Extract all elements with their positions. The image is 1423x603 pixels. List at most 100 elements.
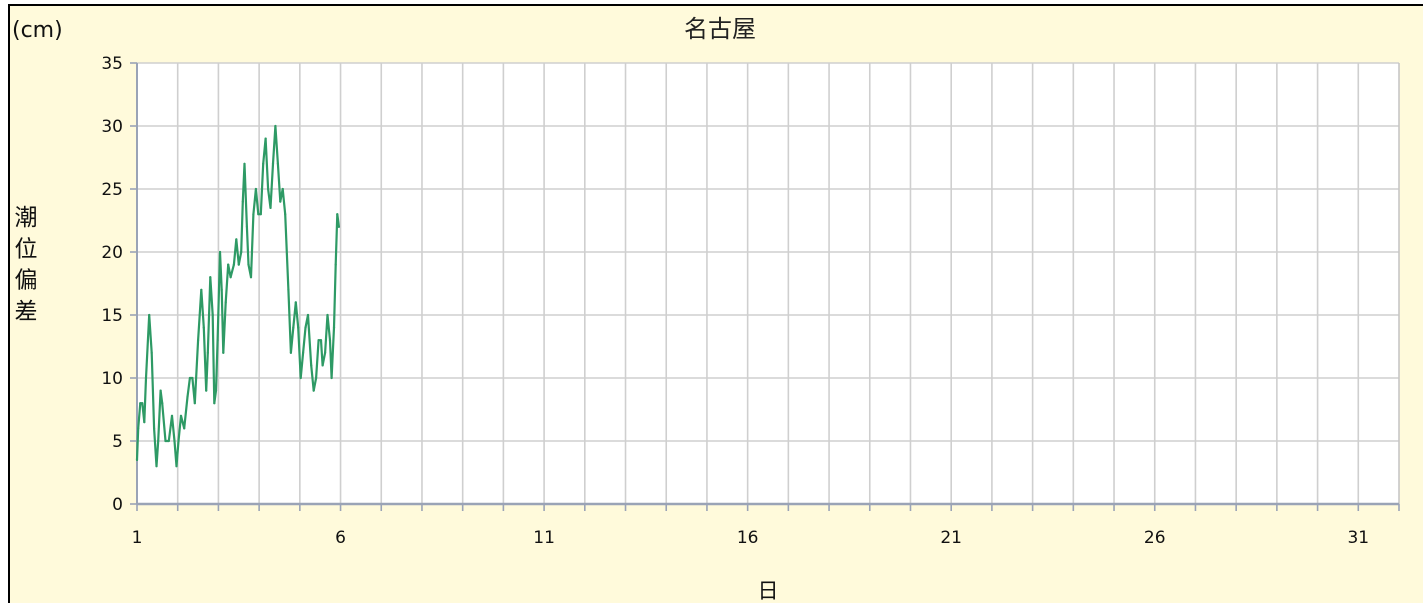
x-tick-label: 26 (1144, 528, 1166, 548)
data-point (304, 326, 307, 329)
data-point (135, 458, 139, 461)
data-point (137, 427, 140, 430)
data-point (279, 200, 282, 203)
y-tick-label: 10 (101, 369, 123, 389)
data-point (164, 439, 167, 443)
data-point (143, 421, 146, 424)
data-point (155, 465, 158, 468)
data-point (214, 389, 218, 392)
y-unit-label: (cm) (12, 18, 63, 43)
data-point (326, 313, 329, 317)
data-point (249, 276, 253, 279)
data-point (310, 364, 313, 367)
data-point (259, 213, 262, 216)
data-point (175, 465, 178, 468)
axes (130, 62, 1400, 511)
grid-lines (137, 62, 1399, 504)
data-point (319, 339, 323, 342)
data-point (243, 162, 246, 165)
x-tick-label: 11 (533, 528, 555, 548)
data-point (205, 389, 208, 392)
data-point (274, 124, 277, 128)
data-point (317, 339, 320, 342)
data-point (157, 439, 160, 443)
y-tick-label: 20 (101, 243, 123, 263)
data-point (262, 162, 265, 165)
data-point (173, 439, 176, 443)
data-point (177, 439, 180, 443)
data-point (257, 213, 260, 216)
x-tick-label: 1 (132, 528, 143, 548)
data-point (141, 402, 144, 405)
data-point (289, 351, 292, 354)
data-point (292, 326, 295, 329)
y-tick-label: 5 (112, 432, 123, 452)
data-point (222, 351, 225, 354)
data-point (148, 313, 151, 317)
data-point (276, 162, 279, 165)
data-point (202, 326, 205, 329)
data-point (224, 301, 227, 304)
data-point (216, 339, 219, 342)
data-point (200, 288, 203, 291)
data-point (209, 276, 212, 279)
data-point (186, 395, 189, 398)
data-point (183, 427, 186, 430)
data-point (321, 364, 324, 367)
data-point (139, 402, 142, 405)
data-point (170, 414, 174, 417)
data-point (301, 351, 305, 354)
data-point (328, 339, 332, 342)
data-point (193, 402, 196, 405)
data-point (152, 427, 156, 430)
series-layer (135, 124, 341, 468)
data-point (247, 263, 250, 266)
data-point (161, 402, 164, 405)
data-point (312, 389, 315, 392)
x-tick-label: 31 (1347, 528, 1369, 548)
data-point (337, 225, 341, 228)
data-point (206, 351, 209, 354)
chart-frame: 名古屋 (cm) 日 潮位偏差 0 5 10 15 20 25 30 35 1 6 11 16 21 26… (8, 4, 1423, 603)
data-point (179, 414, 183, 417)
data-point (237, 263, 240, 266)
data-point (287, 288, 290, 291)
data-point (271, 162, 275, 165)
data-point (240, 250, 243, 254)
data-point (229, 276, 232, 279)
y-tick-label: 30 (101, 117, 123, 137)
data-point (297, 326, 300, 329)
data-point (220, 288, 223, 291)
chart-title: 名古屋 (684, 15, 756, 43)
data-point (196, 339, 200, 342)
x-tick-label: 6 (335, 528, 346, 548)
data-point (159, 389, 162, 392)
data-point (241, 200, 244, 203)
data-point (252, 213, 255, 216)
x-tick-label: 21 (940, 528, 962, 548)
data-point (264, 137, 267, 140)
data-point (150, 351, 153, 354)
data-point (213, 402, 216, 405)
data-point (191, 376, 194, 380)
y-tick-label: 15 (101, 306, 123, 326)
data-point (323, 351, 327, 354)
data-point (315, 376, 318, 380)
data-point (218, 250, 222, 254)
data-point (336, 213, 339, 216)
data-point (144, 376, 148, 380)
data-point (227, 263, 230, 266)
data-point (281, 187, 284, 191)
plot-area (137, 63, 1399, 504)
y-axis-label: 潮位偏差 (15, 205, 38, 325)
data-point (167, 439, 170, 443)
data-point (254, 187, 257, 191)
data-point (294, 301, 297, 304)
data-point (266, 187, 270, 191)
data-point (332, 326, 336, 329)
data-point (188, 376, 192, 380)
data-point (269, 206, 272, 209)
data-point (211, 313, 214, 317)
